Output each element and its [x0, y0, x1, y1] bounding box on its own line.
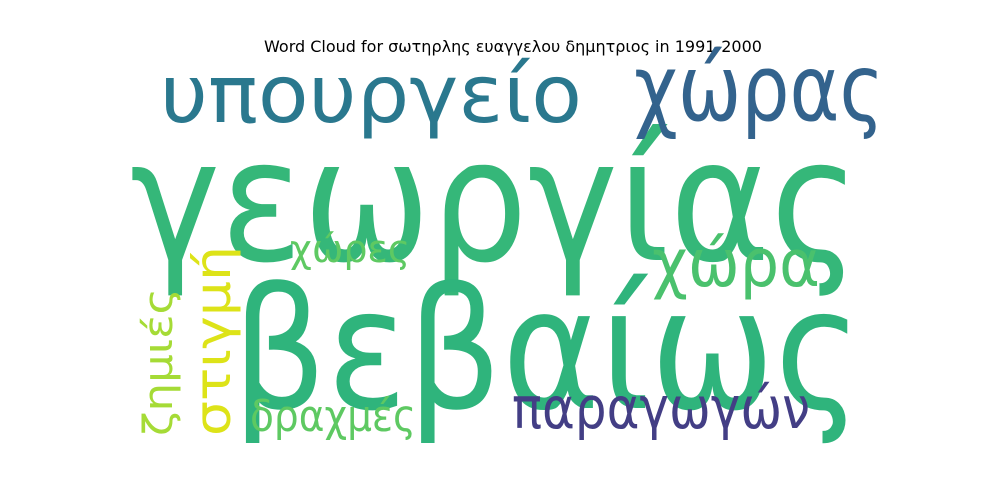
word-vevaios: βεβαίως	[232, 252, 862, 448]
word-chores: χώρες	[290, 227, 410, 271]
word-zimies: ζημιές	[136, 288, 182, 436]
word-drachmes: δραχμές	[250, 391, 416, 442]
word-paragogon: παραγωγών	[512, 374, 810, 442]
word-georgias: γεωργίας	[130, 103, 860, 301]
word-stigmi: στιγμή	[184, 246, 242, 436]
word-chora: χώρα	[652, 225, 820, 302]
word-choras: χώρας	[634, 35, 884, 142]
word-ypourgeio: υπουργείο	[160, 48, 582, 141]
chart-title: Word Cloud for σωτηρλης ευαγγελου δημητρ…	[264, 37, 762, 56]
